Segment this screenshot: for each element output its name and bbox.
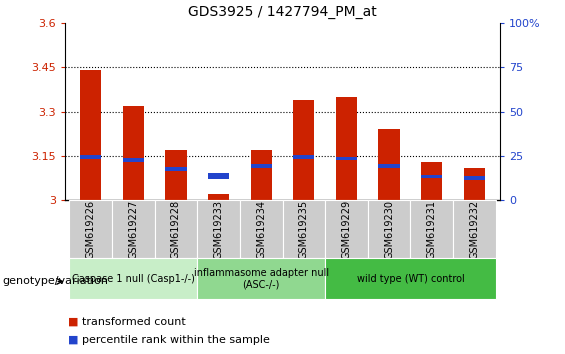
Bar xyxy=(368,200,410,258)
Bar xyxy=(336,157,357,160)
Bar xyxy=(197,258,325,299)
Bar xyxy=(464,176,485,179)
Bar xyxy=(112,200,155,258)
Bar xyxy=(240,200,282,258)
Bar xyxy=(410,200,453,258)
Text: wild type (WT) control: wild type (WT) control xyxy=(357,274,464,284)
Text: Caspase 1 null (Casp1-/-): Caspase 1 null (Casp1-/-) xyxy=(72,274,195,284)
Bar xyxy=(69,258,197,299)
Bar xyxy=(293,100,315,200)
Bar xyxy=(155,200,197,258)
Text: GSM619230: GSM619230 xyxy=(384,200,394,259)
Bar xyxy=(325,258,496,299)
Bar xyxy=(208,173,229,179)
Text: genotype/variation: genotype/variation xyxy=(3,276,109,286)
Text: GSM619226: GSM619226 xyxy=(85,200,95,259)
Bar xyxy=(282,200,325,258)
Bar xyxy=(379,129,400,200)
Bar xyxy=(250,150,272,200)
Bar xyxy=(208,194,229,200)
Text: GSM619228: GSM619228 xyxy=(171,200,181,259)
Text: GSM619233: GSM619233 xyxy=(214,200,224,259)
Bar xyxy=(123,105,144,200)
Bar xyxy=(165,150,186,200)
Text: GSM619231: GSM619231 xyxy=(427,200,437,259)
Bar xyxy=(80,155,101,159)
Text: GSM619232: GSM619232 xyxy=(470,200,480,259)
Text: inflammasome adapter null
(ASC-/-): inflammasome adapter null (ASC-/-) xyxy=(194,268,329,290)
Text: ■: ■ xyxy=(68,317,79,327)
Bar xyxy=(250,164,272,168)
Bar xyxy=(336,97,357,200)
Bar xyxy=(464,167,485,200)
Text: ■: ■ xyxy=(68,335,79,345)
Bar xyxy=(293,155,315,159)
Bar xyxy=(80,70,101,200)
Text: GSM619229: GSM619229 xyxy=(341,200,351,259)
Bar xyxy=(69,200,112,258)
Bar xyxy=(197,200,240,258)
Title: GDS3925 / 1427794_PM_at: GDS3925 / 1427794_PM_at xyxy=(188,5,377,19)
Text: percentile rank within the sample: percentile rank within the sample xyxy=(82,335,270,345)
Text: GSM619234: GSM619234 xyxy=(256,200,266,259)
Text: GSM619235: GSM619235 xyxy=(299,200,309,259)
Text: transformed count: transformed count xyxy=(82,317,186,327)
Bar xyxy=(421,162,442,200)
Bar xyxy=(325,200,368,258)
Bar xyxy=(379,164,400,168)
Bar xyxy=(165,167,186,171)
Text: GSM619227: GSM619227 xyxy=(128,200,138,259)
Bar xyxy=(453,200,496,258)
Bar xyxy=(123,159,144,162)
Bar xyxy=(421,175,442,178)
